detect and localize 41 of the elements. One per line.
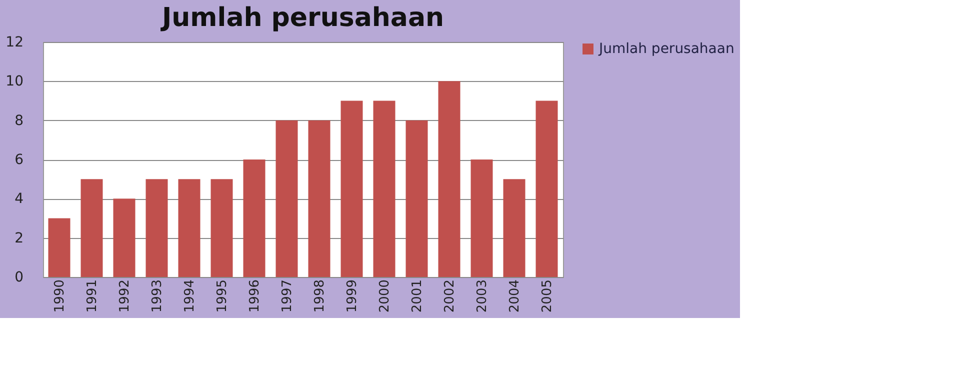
x-tick-label: 1991: [84, 280, 100, 313]
bar: [308, 120, 330, 277]
bar: [146, 179, 168, 277]
y-tick-label: 4: [14, 191, 24, 208]
x-tick-label: 1990: [52, 280, 68, 313]
bar: [276, 120, 298, 277]
x-tick-label: 2001: [410, 280, 425, 313]
bar: [113, 198, 136, 277]
bar: [178, 179, 200, 277]
x-tick-label: 2005: [540, 280, 555, 313]
bar: [438, 81, 460, 277]
bar: [340, 100, 363, 277]
y-tick-label: 10: [6, 74, 24, 90]
x-tick-label: 1993: [150, 280, 165, 313]
bar: [503, 179, 526, 277]
bar: [243, 160, 266, 277]
bar: [48, 218, 70, 277]
bar: [210, 179, 233, 277]
x-tick-label: 2003: [474, 280, 490, 313]
x-tick-label: 1997: [280, 280, 295, 313]
chart-title: Jumlah perusahaan: [160, 3, 444, 33]
bar: [470, 160, 493, 277]
y-tick-label: 6: [14, 152, 24, 168]
x-tick-label: 1999: [344, 280, 360, 313]
x-tick-label: 2000: [377, 280, 392, 313]
y-tick-label: 8: [14, 112, 24, 129]
x-tick-label: 2004: [507, 280, 522, 313]
x-tick-label: 1994: [182, 280, 198, 313]
x-tick-label: 1992: [117, 280, 132, 313]
x-tick-label: 1995: [214, 280, 230, 313]
bar: [406, 120, 428, 277]
x-tick-label: 1998: [312, 280, 328, 313]
bar: [536, 100, 558, 277]
bar: [373, 100, 396, 277]
x-tick-label: 2002: [442, 280, 458, 313]
y-tick-label: 2: [14, 230, 24, 246]
y-tick-label: 12: [6, 34, 24, 50]
y-tick-label: 0: [14, 270, 24, 286]
bar: [80, 179, 103, 277]
legend-label: Jumlah perusahaan: [598, 41, 734, 57]
x-tick-label: 1996: [247, 280, 262, 313]
